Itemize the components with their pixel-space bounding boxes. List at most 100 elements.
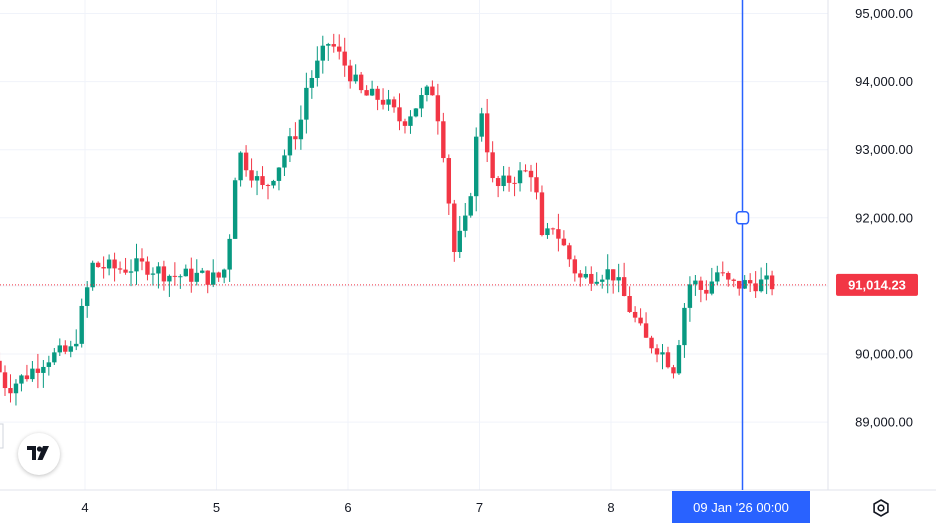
- candle-body: [95, 262, 101, 268]
- candle-body: [550, 228, 556, 230]
- candle-body: [687, 284, 693, 308]
- candle-body: [8, 388, 13, 394]
- candle-body: [101, 267, 106, 269]
- candle-body: [276, 167, 282, 181]
- candle-body: [638, 317, 643, 324]
- candle-body: [512, 182, 517, 184]
- candle-body: [539, 192, 545, 236]
- candle-body: [534, 177, 539, 193]
- candle-body: [30, 368, 35, 380]
- candle-body: [676, 345, 682, 374]
- tradingview-logo[interactable]: [18, 433, 60, 475]
- candle-body: [435, 95, 441, 122]
- candle-body: [260, 176, 265, 186]
- candle-body: [216, 272, 221, 278]
- candle-body: [501, 175, 506, 187]
- candle-body: [128, 271, 134, 273]
- chart-grid: [0, 0, 828, 490]
- candle-body: [430, 86, 435, 96]
- candle-body: [13, 383, 19, 394]
- candle-body: [693, 280, 698, 285]
- candle-body: [737, 280, 742, 289]
- candle-body: [117, 268, 123, 270]
- candle-body: [298, 119, 304, 140]
- candle-body: [156, 266, 161, 274]
- crosshair-time-tag: [672, 491, 810, 523]
- candle-body: [490, 152, 495, 179]
- y-tick-label: 95,000.00: [855, 6, 913, 21]
- candle-body: [139, 258, 145, 262]
- candle-body: [41, 366, 46, 373]
- last-price-label: 91,014.23: [848, 277, 906, 292]
- candle-body: [150, 273, 156, 275]
- candle-body: [715, 272, 720, 282]
- candle-body: [621, 277, 627, 297]
- candle-body: [704, 289, 709, 294]
- candle-body: [567, 245, 572, 260]
- candle-body: [375, 88, 380, 100]
- candle-body: [211, 272, 216, 285]
- candle-body: [74, 343, 79, 347]
- candle-body: [194, 272, 199, 282]
- candle-body: [769, 275, 775, 290]
- candle-body: [578, 273, 583, 278]
- chart-settings-button[interactable]: [870, 497, 892, 519]
- candle-body: [632, 311, 638, 318]
- candle-body: [134, 258, 139, 272]
- candle-body: [342, 51, 347, 66]
- x-tick-label: 6: [344, 500, 351, 515]
- candle-body: [282, 155, 287, 168]
- candle-body: [747, 280, 753, 284]
- candle-body: [682, 307, 687, 346]
- candle-body: [347, 65, 353, 82]
- candle-body: [698, 280, 704, 290]
- x-tick-label: 7: [476, 500, 483, 515]
- x-tick-label: 5: [213, 500, 220, 515]
- candle-body: [380, 99, 386, 105]
- candle-body: [369, 88, 375, 96]
- candle-body: [172, 275, 178, 277]
- y-tick-label: 89,000.00: [855, 415, 913, 430]
- candle-body: [753, 283, 758, 292]
- candle-body: [600, 279, 605, 282]
- candle-body: [287, 136, 293, 156]
- candle-body: [90, 262, 95, 288]
- candle-body: [561, 238, 567, 246]
- candle-body: [112, 259, 117, 269]
- candle-body: [424, 86, 430, 96]
- candle-body: [720, 272, 725, 274]
- candle-body: [474, 136, 479, 197]
- candle-body: [764, 275, 769, 280]
- candle-body: [326, 44, 331, 46]
- candle-body: [726, 272, 731, 280]
- candle-body: [413, 108, 419, 117]
- scroll-left-tab[interactable]: [0, 423, 4, 449]
- candle-body: [167, 275, 172, 282]
- candle-body: [479, 113, 484, 137]
- crosshair-handle[interactable]: [735, 211, 750, 225]
- overlays: 91,014.23 09 Jan '26 00:00: [0, 0, 918, 523]
- candle-body: [331, 44, 336, 47]
- candle-body: [227, 238, 232, 270]
- y-tick-label: 90,000.00: [855, 347, 913, 362]
- candle-body: [145, 261, 150, 275]
- candle-body: [446, 158, 452, 204]
- candle-body: [643, 323, 649, 338]
- candle-body: [243, 152, 249, 171]
- candle-body: [495, 178, 501, 187]
- candle-body: [517, 170, 523, 184]
- candle-body: [484, 113, 490, 153]
- candle-body: [315, 60, 320, 78]
- candle-body: [35, 368, 41, 373]
- y-tick-label: 93,000.00: [855, 142, 913, 157]
- candle-body: [523, 170, 528, 172]
- candle-body: [654, 348, 660, 355]
- candle-body: [249, 170, 254, 181]
- candle-body: [463, 215, 468, 231]
- candle-body: [304, 87, 309, 120]
- candle-body: [68, 346, 73, 352]
- candle-body: [238, 152, 243, 181]
- candle-body: [709, 281, 715, 294]
- candle-body: [610, 269, 616, 281]
